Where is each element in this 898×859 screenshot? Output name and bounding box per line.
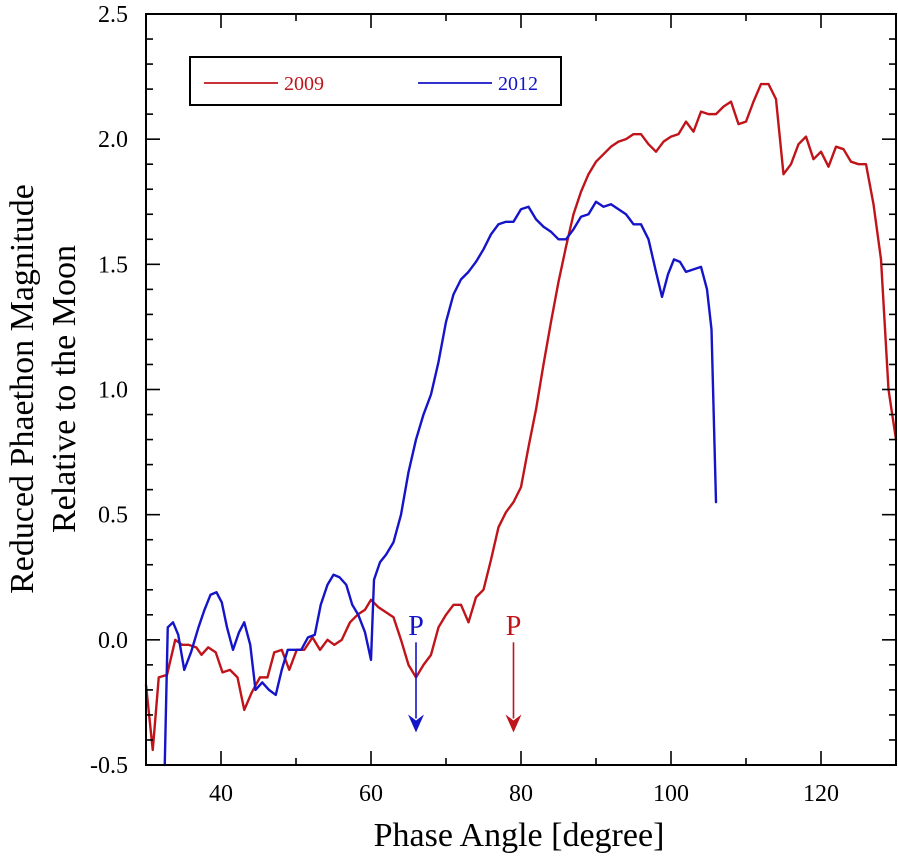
legend-label-2012: 2012	[498, 73, 538, 95]
y-axis-title-line-2: Relative to the Moon	[46, 245, 83, 533]
x-tick-label: 80	[509, 781, 533, 807]
legend-box	[189, 56, 562, 106]
y-axis-title-line-1: Reduced Phaethon Magnitude	[4, 184, 41, 594]
y-tick-label: 2.5	[98, 2, 128, 28]
x-tick-label: 100	[653, 781, 689, 807]
annotation-arrow-head	[505, 714, 522, 733]
y-tick-label: 0.5	[98, 503, 128, 529]
plot-frame	[145, 13, 897, 766]
x-tick-label: 120	[803, 781, 839, 807]
legend: 2009 2012	[189, 56, 562, 106]
x-tick-label: 60	[359, 781, 383, 807]
series-layer	[144, 82, 898, 767]
y-tick-label: -0.5	[90, 753, 128, 779]
x-axis-title: Phase Angle [degree]	[374, 817, 665, 854]
x-tick-label: 40	[209, 781, 233, 807]
annotation-label-p: P	[506, 611, 522, 642]
annotation-label-p: P	[408, 611, 424, 642]
tick-label-layer: 40 60 80 100 120 -0.5 0.0 0.5 1.0 1.5 2.0 2.5	[90, 2, 839, 807]
y-tick-label: 0.0	[98, 628, 128, 654]
series-line-2012	[163, 200, 718, 767]
legend-label-2009: 2009	[284, 73, 324, 95]
y-tick-label: 1.5	[98, 252, 128, 278]
series-line-2009	[144, 82, 898, 752]
y-tick-label: 1.0	[98, 378, 128, 404]
y-tick-label: 2.0	[98, 127, 128, 153]
annotation-arrow-head	[408, 714, 424, 733]
